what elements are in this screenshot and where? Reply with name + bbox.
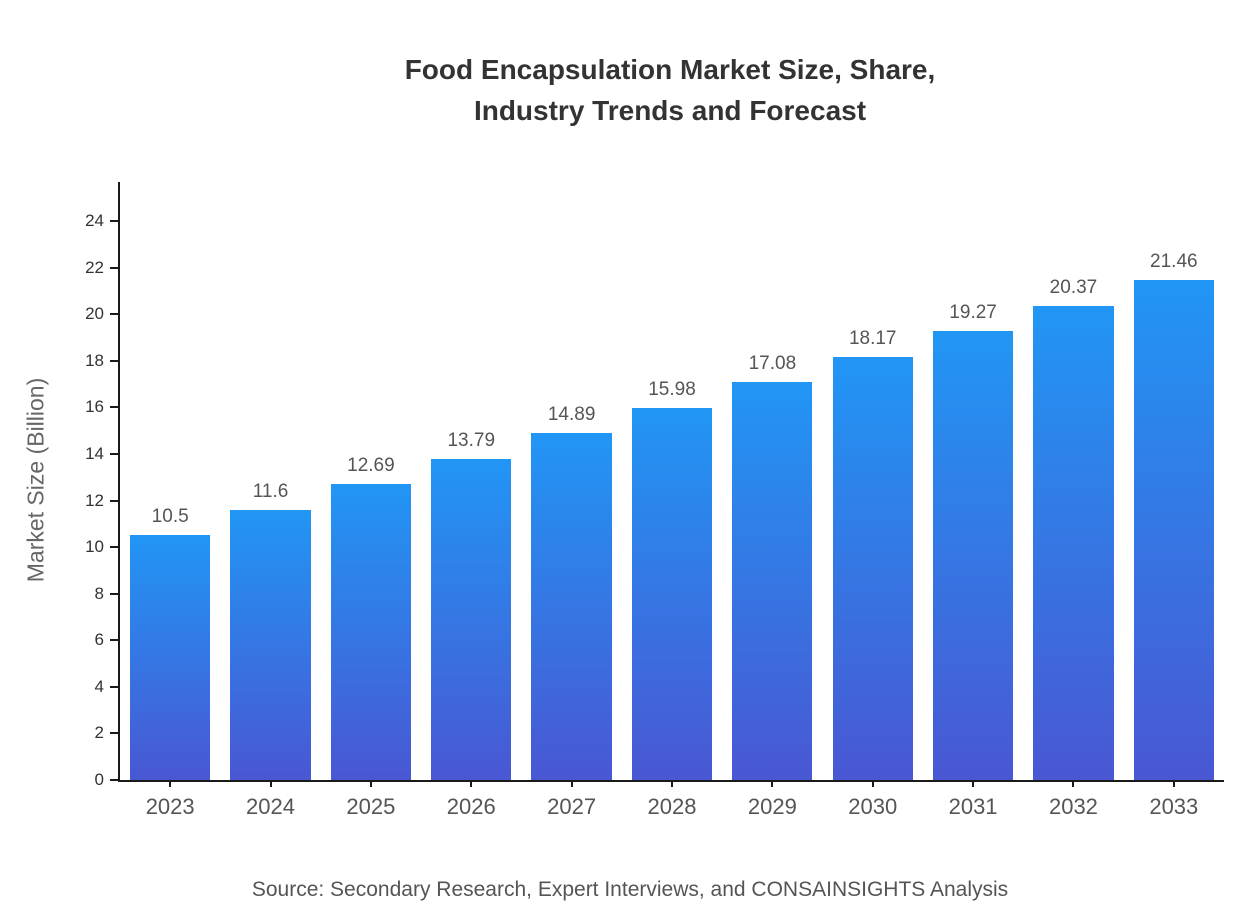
x-tick <box>1072 780 1075 787</box>
x-axis-label: 2028 <box>647 794 697 819</box>
bar-2030 <box>832 356 913 780</box>
y-tick <box>110 313 118 316</box>
x-tick <box>671 780 673 787</box>
x-axis-label: 2025 <box>346 794 396 819</box>
y-axis-label: Market Size (Billion) <box>22 377 49 583</box>
y-tick <box>110 359 118 362</box>
y-tick <box>110 779 118 781</box>
chart-title: Food Encapsulation Market Size, Share, I… <box>404 54 936 126</box>
y-tick-label: 2 <box>94 723 104 743</box>
bar-2023 <box>130 535 211 780</box>
bar-2033 <box>1133 280 1214 780</box>
x-tick <box>1172 780 1175 787</box>
bar-2024 <box>230 509 311 780</box>
bar-value-label: 13.79 <box>447 429 496 451</box>
bar-value-label: 10.5 <box>151 506 189 528</box>
bar-value-label: 21.46 <box>1150 251 1198 273</box>
y-tick-label: 24 <box>85 211 104 230</box>
bar-value-label: 19.27 <box>949 302 997 324</box>
y-tick <box>110 266 118 269</box>
y-tick-label: 14 <box>85 443 104 463</box>
bar-2029 <box>732 382 813 780</box>
x-tick <box>269 780 272 787</box>
bar-2026 <box>431 458 512 780</box>
bar-2031 <box>932 331 1014 780</box>
y-tick <box>110 592 118 595</box>
y-tick-label: 18 <box>85 350 104 370</box>
bar-value-label: 18.17 <box>848 327 897 349</box>
y-tick <box>110 452 118 455</box>
bar-2025 <box>330 484 412 780</box>
y-tick-label: 8 <box>94 583 104 603</box>
source-note: Source: Secondary Research, Expert Inter… <box>251 878 1009 901</box>
y-tick-label: 20 <box>85 304 104 324</box>
bar-value-label: 11.6 <box>252 480 289 502</box>
x-tick <box>771 780 774 787</box>
y-tick-label: 10 <box>85 537 104 557</box>
x-tick <box>169 780 172 787</box>
x-axis-label: 2027 <box>547 794 597 819</box>
x-axis-label: 2029 <box>747 794 797 819</box>
bar-2027 <box>531 433 612 780</box>
x-tick <box>369 780 372 787</box>
plot-area: 0 2 4 6 8 10 12 14 16 18 20 22 24 10.5 2023 11.6 2024 12.… <box>85 182 1224 819</box>
bar-2028 <box>631 407 713 780</box>
bar-value-label: 20.37 <box>1049 276 1098 298</box>
bar-value-label: 12.69 <box>347 455 395 477</box>
x-tick <box>570 780 573 787</box>
x-axis-label: 2026 <box>446 794 496 819</box>
y-tick-label: 22 <box>85 257 104 277</box>
y-tick-label: 0 <box>94 770 104 789</box>
bar-2032 <box>1033 305 1114 780</box>
x-tick <box>871 780 874 787</box>
y-tick-label: 12 <box>85 490 104 510</box>
x-axis-label: 2032 <box>1048 794 1098 819</box>
y-tick <box>110 406 118 409</box>
x-axis-label: 2030 <box>848 794 898 819</box>
bar-value-label: 17.08 <box>748 353 797 375</box>
y-tick-label: 16 <box>85 397 104 417</box>
y-tick <box>110 499 118 502</box>
y-tick <box>110 732 118 735</box>
x-axis-label: 2033 <box>1149 794 1199 819</box>
y-tick <box>110 685 118 688</box>
bar-value-label: 15.98 <box>648 378 696 400</box>
x-tick <box>470 780 473 787</box>
x-tick <box>972 780 975 787</box>
bar-value-label: 14.89 <box>547 404 596 426</box>
x-axis-label: 2031 <box>948 794 998 819</box>
y-tick <box>110 639 118 642</box>
y-tick <box>110 220 118 222</box>
x-axis-label: 2024 <box>246 794 296 819</box>
y-tick <box>110 546 118 549</box>
x-axis-label: 2023 <box>145 794 195 819</box>
y-tick-label: 4 <box>94 676 104 696</box>
y-tick-label: 6 <box>94 630 104 650</box>
